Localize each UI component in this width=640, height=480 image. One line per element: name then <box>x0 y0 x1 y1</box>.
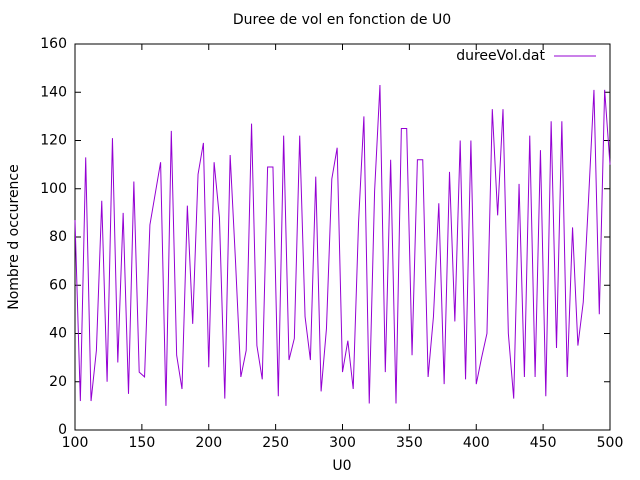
legend-label: dureeVol.dat <box>456 48 545 64</box>
y-axis-label: Nombre d occurence <box>6 164 22 310</box>
x-tick-label: 450 <box>530 435 557 451</box>
y-tick-label: 0 <box>58 422 67 438</box>
y-tick-label: 80 <box>49 229 67 245</box>
x-tick-label: 150 <box>129 435 156 451</box>
x-tick-label: 250 <box>262 435 289 451</box>
y-tick-label: 60 <box>49 277 67 293</box>
x-tick-label: 400 <box>463 435 490 451</box>
y-tick-label: 100 <box>40 181 67 197</box>
y-tick-label: 20 <box>49 374 67 390</box>
x-tick-label: 200 <box>195 435 222 451</box>
y-tick-label: 40 <box>49 326 67 342</box>
x-axis-label: U0 <box>332 458 351 474</box>
x-tick-label: 100 <box>62 435 89 451</box>
chart-title: Duree de vol en fonction de U0 <box>233 12 451 28</box>
y-tick-label: 140 <box>40 84 67 100</box>
x-tick-label: 300 <box>329 435 356 451</box>
y-tick-label: 120 <box>40 133 67 149</box>
y-tick-label: 160 <box>40 36 67 52</box>
x-tick-label: 350 <box>396 435 423 451</box>
data-line <box>74 84 611 406</box>
x-tick-label: 500 <box>597 435 624 451</box>
